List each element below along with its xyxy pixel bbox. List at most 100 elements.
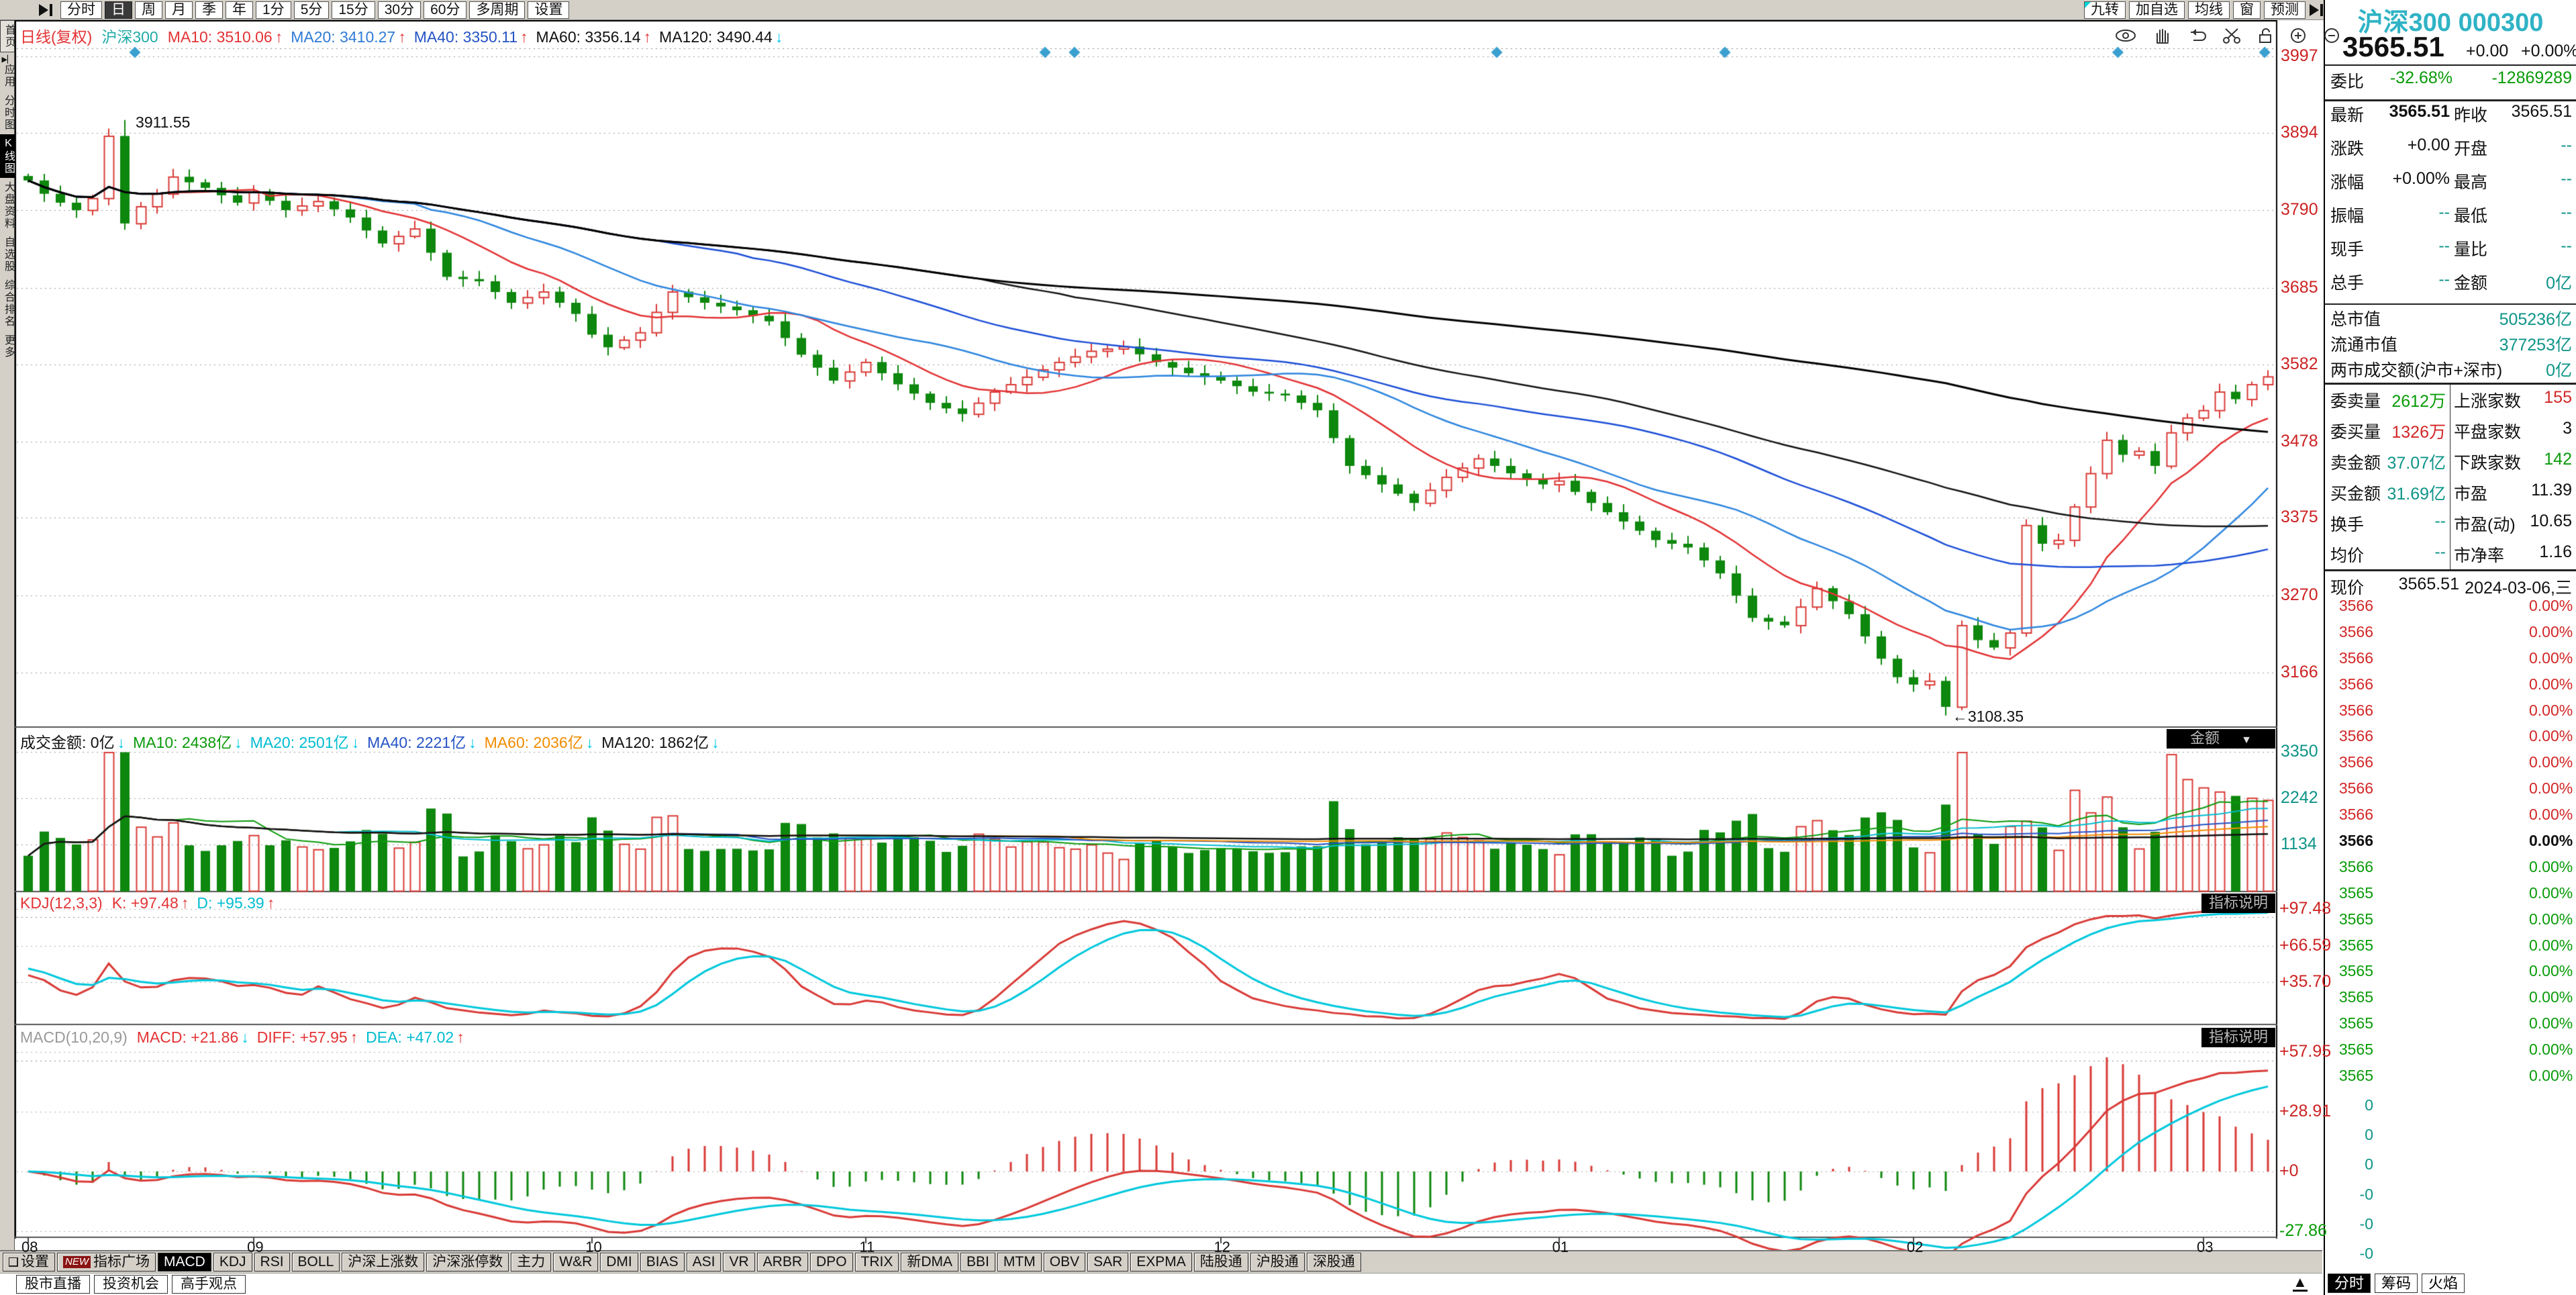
volume-type-dropdown[interactable]: 金额 ▼ <box>2167 729 2275 749</box>
sidebar-item-自选股[interactable]: 自选股 <box>3 236 14 273</box>
scroll-up-icon[interactable]: ▲ <box>2293 1274 2308 1292</box>
scissors-icon[interactable] <box>2222 27 2242 44</box>
eye-icon[interactable] <box>2114 27 2137 44</box>
period-button-日[interactable]: 日 <box>105 1 132 19</box>
indicator-tab-bar: 设置 NEW 指标广场 MACD KDJ RSI BOLL 沪深上涨数 沪深涨停数 主力 W&R DM… <box>0 1250 2322 1273</box>
kline-chart-canvas[interactable] <box>15 20 2322 1250</box>
indicator-tab-SAR[interactable]: SAR <box>1087 1253 1129 1272</box>
grid-pct-label: 0.00% <box>2529 832 2573 849</box>
last-price: 3565.51 <box>2342 31 2444 62</box>
indicator-tab-深股通[interactable]: 深股通 <box>1306 1253 1361 1272</box>
x-axis-label-03: 03 <box>2196 1239 2214 1255</box>
hand-drag-icon[interactable] <box>2152 27 2172 44</box>
quote-row-现手: 现手 -- 量比 -- <box>2330 236 2572 259</box>
indicator-tab-MACD[interactable]: MACD <box>158 1253 211 1272</box>
indicator-tab-沪深涨停数[interactable]: 沪深涨停数 <box>426 1253 509 1272</box>
indicator-tab-指标广场[interactable]: NEW 指标广场 <box>57 1253 156 1272</box>
sidebar-item-大盘资料[interactable]: 大盘资料 <box>3 181 14 230</box>
indicator-tab-DPO[interactable]: DPO <box>810 1253 853 1272</box>
header-segment: MA20: 2501亿 <box>250 734 349 751</box>
indicator-tab-BOLL[interactable]: BOLL <box>291 1253 340 1272</box>
indicator-tab-主力[interactable]: 主力 <box>511 1253 552 1272</box>
x-axis-label-11: 11 <box>859 1239 875 1255</box>
sidebar-item-分时图[interactable]: 分时图 <box>3 95 14 131</box>
period-button-5分[interactable]: 5分 <box>293 1 330 19</box>
corner-marker <box>2085 2 2091 8</box>
now-label: 现价 <box>2330 579 2365 597</box>
period-button-15分[interactable]: 15分 <box>332 1 375 19</box>
indicator-tab-VR[interactable]: VR <box>723 1253 755 1272</box>
indicator-tab-TRIX[interactable]: TRIX <box>854 1253 899 1272</box>
indicator-tab-BIAS[interactable]: BIAS <box>640 1253 685 1272</box>
header-segment: MA120: 3490.44 <box>659 28 773 46</box>
toolbar-button-窗[interactable]: 窗 <box>2233 1 2261 19</box>
header-segment: 成交金额: 0亿 <box>20 734 115 751</box>
indicator-tab-DMI[interactable]: DMI <box>600 1253 638 1272</box>
macd-y-tick: +28.91 <box>2279 1102 2332 1120</box>
toolbar-button-预测[interactable]: 预测 <box>2264 1 2306 19</box>
grid-pct-label: 0.00% <box>2529 857 2573 875</box>
volume-pane-header: 成交金额: 0亿 ↓ MA10: 2438亿 ↓ MA20: 2501亿 ↓ MA40: 2… <box>20 730 728 753</box>
indicator-tab-MTM[interactable]: MTM <box>997 1253 1042 1272</box>
x-axis-label-12: 12 <box>1213 1239 1231 1255</box>
header-segment: MA10: 2438亿 <box>133 734 232 751</box>
quote-tab-筹码[interactable]: 筹码 <box>2375 1274 2418 1293</box>
x-axis-label-08: 08 <box>21 1239 38 1255</box>
indicator-tab-W&R[interactable]: W&R <box>553 1253 599 1272</box>
sidebar-item-综合排名[interactable]: 综合排名 <box>3 279 14 328</box>
grid-price-label: 3566 <box>2338 675 2373 693</box>
indicator-tab-ARBR[interactable]: ARBR <box>756 1253 809 1272</box>
sidebar-item-更多[interactable]: 更多 <box>3 334 14 358</box>
stat-row-均价: 均价 -- 市净率 1.16 <box>2330 542 2572 565</box>
period-button-月[interactable]: 月 <box>165 1 193 19</box>
bottom-link-投资机会[interactable]: 投资机会 <box>94 1275 168 1294</box>
grid-pct-label: 0.00% <box>2529 597 2573 614</box>
period-button-60分[interactable]: 60分 <box>424 1 467 19</box>
indicator-tab-ASI[interactable]: ASI <box>686 1253 722 1272</box>
panel-collapse-icon[interactable] <box>2308 2 2328 18</box>
zoom-in-icon[interactable] <box>2289 27 2308 44</box>
period-button-30分[interactable]: 30分 <box>377 1 422 19</box>
jump-to-latest-icon[interactable] <box>38 2 58 18</box>
indicator-tab-KDJ[interactable]: KDJ <box>213 1253 252 1272</box>
bottom-link-高手观点[interactable]: 高手观点 <box>172 1275 246 1294</box>
sidebar-item-K线图[interactable]: K线图 <box>0 134 15 178</box>
indicator-tab-RSI[interactable]: RSI <box>254 1253 290 1272</box>
toolbar-button-加自选[interactable]: 加自选 <box>2129 1 2185 19</box>
undo-icon[interactable] <box>2187 27 2207 44</box>
trend-arrow: ↓ <box>351 734 360 751</box>
grid-price-label: 3566 <box>2338 806 2373 824</box>
period-button-年[interactable]: 年 <box>226 1 253 19</box>
indicator-tab-沪股通[interactable]: 沪股通 <box>1250 1253 1305 1272</box>
period-button-季[interactable]: 季 <box>195 1 223 19</box>
indicator-tab-陆股通[interactable]: 陆股通 <box>1193 1253 1248 1272</box>
period-button-分时[interactable]: 分时 <box>60 1 102 19</box>
indicator-tab-OBV[interactable]: OBV <box>1043 1253 1086 1272</box>
period-button-设置[interactable]: 设置 <box>528 1 570 19</box>
indicator-tab-EXPMA[interactable]: EXPMA <box>1130 1253 1192 1272</box>
zoom-out-icon[interactable] <box>2322 27 2341 44</box>
toolbar-button-九转[interactable]: 九转 <box>2084 1 2126 19</box>
toolbar-button-均线[interactable]: 均线 <box>2188 1 2230 19</box>
period-button-周[interactable]: 周 <box>135 1 162 19</box>
price-change-pct: +0.00% <box>2521 42 2576 60</box>
quote-tab-火焰[interactable]: 火焰 <box>2422 1274 2465 1293</box>
unlock-icon[interactable] <box>2257 27 2274 44</box>
sidebar-item-应用[interactable]: ▶▏ 应用 <box>0 52 15 91</box>
kdj-indicator-info-badge[interactable]: 指标说明 <box>2201 894 2275 913</box>
sidebar-item-首页[interactable]: 首页 <box>0 20 15 52</box>
header-segment: MA60: 2036亿 <box>484 734 583 751</box>
indicator-tab-BBI[interactable]: BBI <box>960 1253 995 1272</box>
indicator-tab-新DMA[interactable]: 新DMA <box>901 1253 959 1272</box>
volume-y-tick: 3350 <box>2281 742 2318 761</box>
quote-tab-分时[interactable]: 分时 <box>2328 1274 2371 1293</box>
indicator-tab-沪深上涨数[interactable]: 沪深上涨数 <box>342 1253 425 1272</box>
period-button-1分[interactable]: 1分 <box>256 1 291 19</box>
period-button-多周期[interactable]: 多周期 <box>469 1 526 19</box>
header-segment: MA40: 3350.11 <box>413 28 518 46</box>
macd-indicator-info-badge[interactable]: 指标说明 <box>2201 1028 2275 1047</box>
bottom-link-股市直播[interactable]: 股市直播 <box>16 1275 90 1294</box>
indicator-tab-设置[interactable]: 设置 <box>3 1253 55 1272</box>
quote-row-涨跌: 涨跌 +0.00 开盘 -- <box>2330 136 2572 158</box>
x-axis-label-02: 02 <box>1906 1239 1924 1255</box>
